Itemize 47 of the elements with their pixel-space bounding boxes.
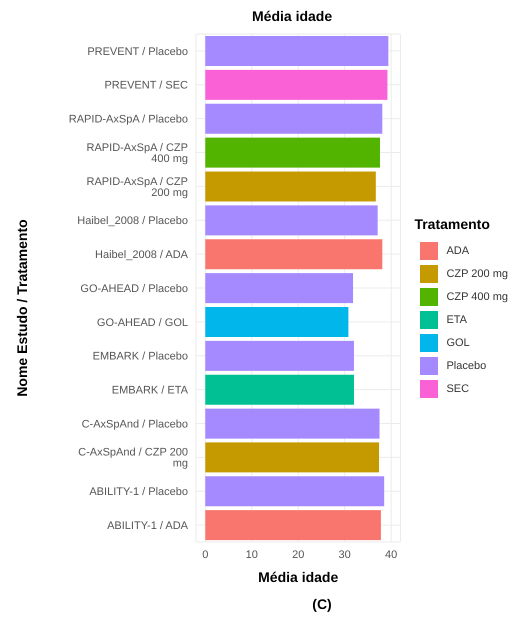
y-tick-label: PREVENT / SEC (104, 80, 188, 92)
legend-label: ETA (445, 313, 468, 328)
bar (205, 306, 348, 337)
bar (205, 36, 388, 66)
y-axis-title: Nome Estudo / Tratamento (14, 219, 30, 397)
legend-label: CZP 200 mg (445, 267, 508, 282)
bar (205, 408, 380, 439)
legend-label: CZP 400 mg (445, 290, 508, 305)
bar (205, 70, 388, 100)
y-tick-label: RAPID-AxSpA / CZP 400 mg (86, 142, 188, 165)
y-tick-label: PREVENT / Placebo (87, 46, 188, 58)
x-tick-label: 30 (338, 548, 351, 561)
bar (205, 340, 354, 371)
bar (205, 442, 380, 472)
y-tick-label: GO-AHEAD / GOL (96, 316, 188, 329)
y-tick-label: C-AxSpAnd / CZP 200 mg (78, 446, 188, 470)
legend-label: ADA (445, 244, 470, 259)
x-axis-title: Média idade (258, 569, 338, 585)
y-tick-label: ABILITY-1 / ADA (107, 520, 189, 532)
chart-title: Média idade (251, 8, 334, 26)
legend-title: Tratamento (414, 216, 491, 232)
y-tick-label: Haibel_2008 / Placebo (77, 215, 188, 228)
y-tick-label: EMBARK / Placebo (92, 350, 188, 363)
y-tick-label: ABILITY-1 / Placebo (89, 486, 188, 498)
bar (205, 273, 354, 304)
y-tick-label: Haibel_2008 / ADA (95, 249, 189, 262)
bar (205, 374, 354, 405)
bar (205, 476, 384, 506)
y-tick-label: C-AxSpAnd / Placebo (82, 418, 188, 430)
bar (205, 172, 376, 202)
bar (205, 239, 382, 270)
legend-label: Placebo (445, 359, 488, 374)
text: (C) (311, 596, 333, 612)
y-tick-label: GO-AHEAD / Placebo (80, 282, 188, 295)
y-tick-label: RAPID-AxSpA / Placebo (68, 114, 188, 126)
legend-label: SEC (445, 382, 470, 397)
x-tick-label: 40 (385, 548, 398, 561)
x-tick-label: 20 (292, 548, 304, 561)
x-tick-label: 10 (246, 548, 258, 561)
legend-label: GOL (445, 336, 471, 351)
bar (205, 138, 380, 168)
x-tick-label: 0 (202, 548, 208, 561)
bar (205, 205, 378, 236)
bar (205, 510, 381, 540)
y-tick-label: RAPID-AxSpA / CZP 200 mg (86, 176, 188, 199)
y-tick-label: EMBARK / ETA (112, 384, 189, 397)
bar (205, 104, 382, 134)
